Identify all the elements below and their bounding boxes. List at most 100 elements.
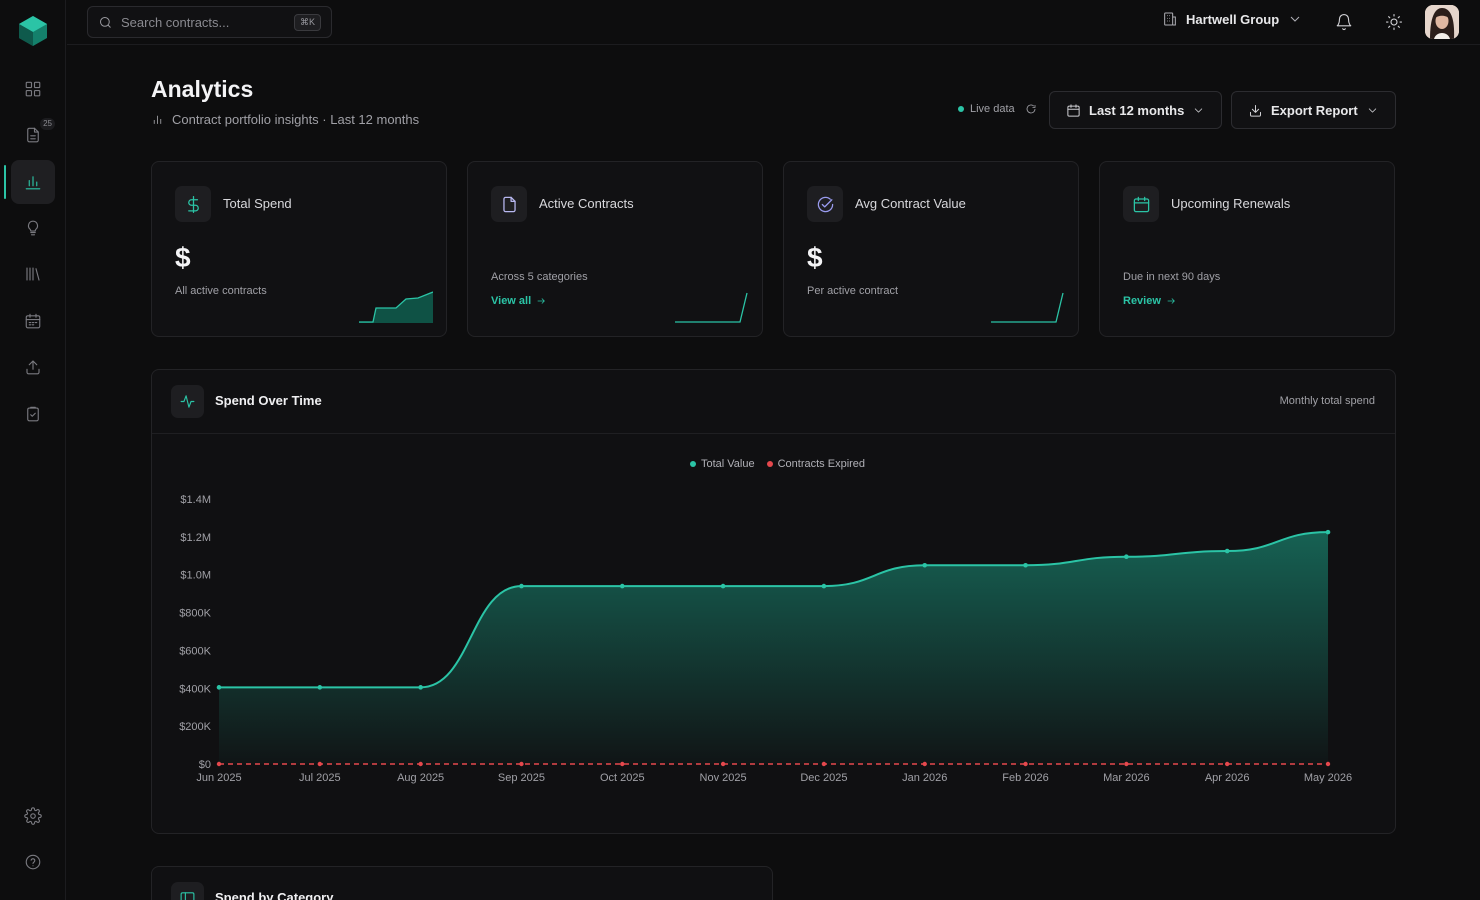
kpi-note: All active contracts [175,285,267,297]
contracts-expired-point [821,761,827,767]
export-report-button[interactable]: Export Report [1231,91,1396,129]
total-value-point [1124,554,1129,560]
sun-icon [1385,13,1403,31]
bar-chart-icon [153,115,162,124]
panel-title: Spend by Category [215,890,334,900]
contracts-expired-point [1224,761,1230,767]
y-tick-label: $1.2M [180,532,211,544]
total-value-point [922,562,928,568]
kpi-value: $ [175,242,191,273]
contracts-badge: 25 [40,118,55,130]
chart-legend: Total Value Contracts Expired [690,458,865,470]
refresh-icon[interactable] [1025,103,1037,115]
search-shortcut: ⌘K [293,13,321,31]
contracts-expired-point [720,761,726,767]
x-tick-label: Aug 2025 [397,772,444,784]
document-icon [502,196,516,212]
user-avatar-image [1425,5,1459,39]
kpi-title: Active Contracts [539,196,634,211]
sidebar-item-analytics[interactable] [11,160,55,204]
total-value-point [1224,548,1230,554]
search-icon [100,16,111,28]
sidebar-item-upload[interactable] [11,345,55,389]
y-tick-label: $200K [179,721,211,733]
app-logo[interactable] [16,14,50,48]
kpi-note: Across 5 categories [491,271,588,283]
sidebar-item-settings[interactable] [11,794,55,838]
live-indicator[interactable]: Live data [958,103,1037,115]
org-name: Hartwell Group [1186,11,1280,27]
x-tick-label: Nov 2025 [700,772,747,784]
total-value-point [1023,562,1028,568]
y-tick-label: $400K [179,683,211,695]
x-tick-label: Sep 2025 [498,772,545,784]
arrow-right-icon [1167,298,1175,304]
y-tick-label: $800K [179,608,211,620]
sidebar: 25 [0,0,66,900]
help-icon [25,854,41,870]
total-value-point [216,685,222,690]
total-value-point [720,583,726,589]
panel-icon-wrap [171,882,204,900]
legend-item-contracts-expired[interactable]: Contracts Expired [766,458,865,470]
theme-toggle[interactable] [1383,11,1405,33]
contracts-expired-point [1124,761,1129,767]
view-all-link[interactable]: View all [491,295,546,307]
review-link[interactable]: Review [1123,295,1176,307]
notifications-button[interactable] [1333,11,1355,33]
sidebar-item-calendar[interactable] [11,299,55,343]
kpi-icon-wrap [1123,186,1159,222]
spend-by-category-panel: Spend by Category [151,866,773,900]
legend-dot [766,461,773,467]
kpi-title: Total Spend [223,196,292,211]
x-tick-label: Jul 2025 [299,772,341,784]
kpi-card-upcoming-renewals[interactable]: Upcoming Renewals Due in next 90 days Re… [1099,161,1395,337]
contracts-expired-point [317,761,323,767]
kpi-card-avg-contract-value[interactable]: Avg Contract Value $ Per active contract [783,161,1079,337]
sidebar-item-library[interactable] [11,252,55,296]
legend-item-total-value[interactable]: Total Value [690,458,755,470]
kpi-card-active-contracts[interactable]: Active Contracts Across 5 categories Vie… [467,161,763,337]
search-placeholder: Search contracts... [121,14,230,30]
y-tick-label: $0 [199,759,211,771]
sidebar-item-tasks[interactable] [11,392,55,436]
kpi-title: Upcoming Renewals [1171,196,1291,211]
calendar-icon [1133,196,1149,212]
sidebar-item-insights[interactable] [11,206,55,250]
chevron-down-icon [1195,107,1203,113]
panel-header: Spend Over Time Monthly total spend [152,370,1395,434]
clipboard-icon [27,406,39,422]
kpi-card-total-spend[interactable]: Total Spend $ All active contracts [151,161,447,337]
chevron-down-icon [1290,16,1300,22]
page-subtitle: Contract portfolio insights · Last 12 mo… [151,112,419,127]
date-range-button[interactable]: Last 12 months [1049,91,1223,129]
chevron-down-icon [1368,107,1376,113]
upload-icon [26,360,40,375]
contracts-expired-point [1325,761,1331,767]
spend-over-time-panel: Spend Over Time Monthly total spend Tota… [151,369,1396,834]
y-tick-label: $600K [179,645,211,657]
kpi-note: Due in next 90 days [1123,271,1221,283]
contracts-expired-point [922,761,927,767]
sidebar-item-dashboard[interactable] [11,67,55,111]
sidebar-item-contracts[interactable]: 25 [11,113,55,157]
panel-title: Spend Over Time [215,393,322,408]
kpi-sparkline [359,291,433,323]
x-tick-label: Dec 2025 [800,772,847,784]
total-value-point [1325,529,1331,535]
avatar[interactable] [1425,5,1459,39]
date-range-label: Last 12 months [1089,102,1185,118]
building-icon [1164,12,1176,26]
active-indicator [4,165,6,199]
view-all-label: View all [491,295,532,307]
total-value-point [619,583,625,589]
sidebar-item-help[interactable] [11,840,55,884]
calendar-icon [25,313,41,329]
kpi-icon-wrap [807,186,843,222]
org-switcher[interactable]: Hartwell Group [1162,11,1303,27]
search-input[interactable]: Search contracts... ⌘K [87,6,332,38]
total-value-point [519,583,524,589]
kpi-icon-wrap [175,186,211,222]
y-tick-label: $1.0M [180,570,211,582]
bar-chart-icon [25,176,41,190]
